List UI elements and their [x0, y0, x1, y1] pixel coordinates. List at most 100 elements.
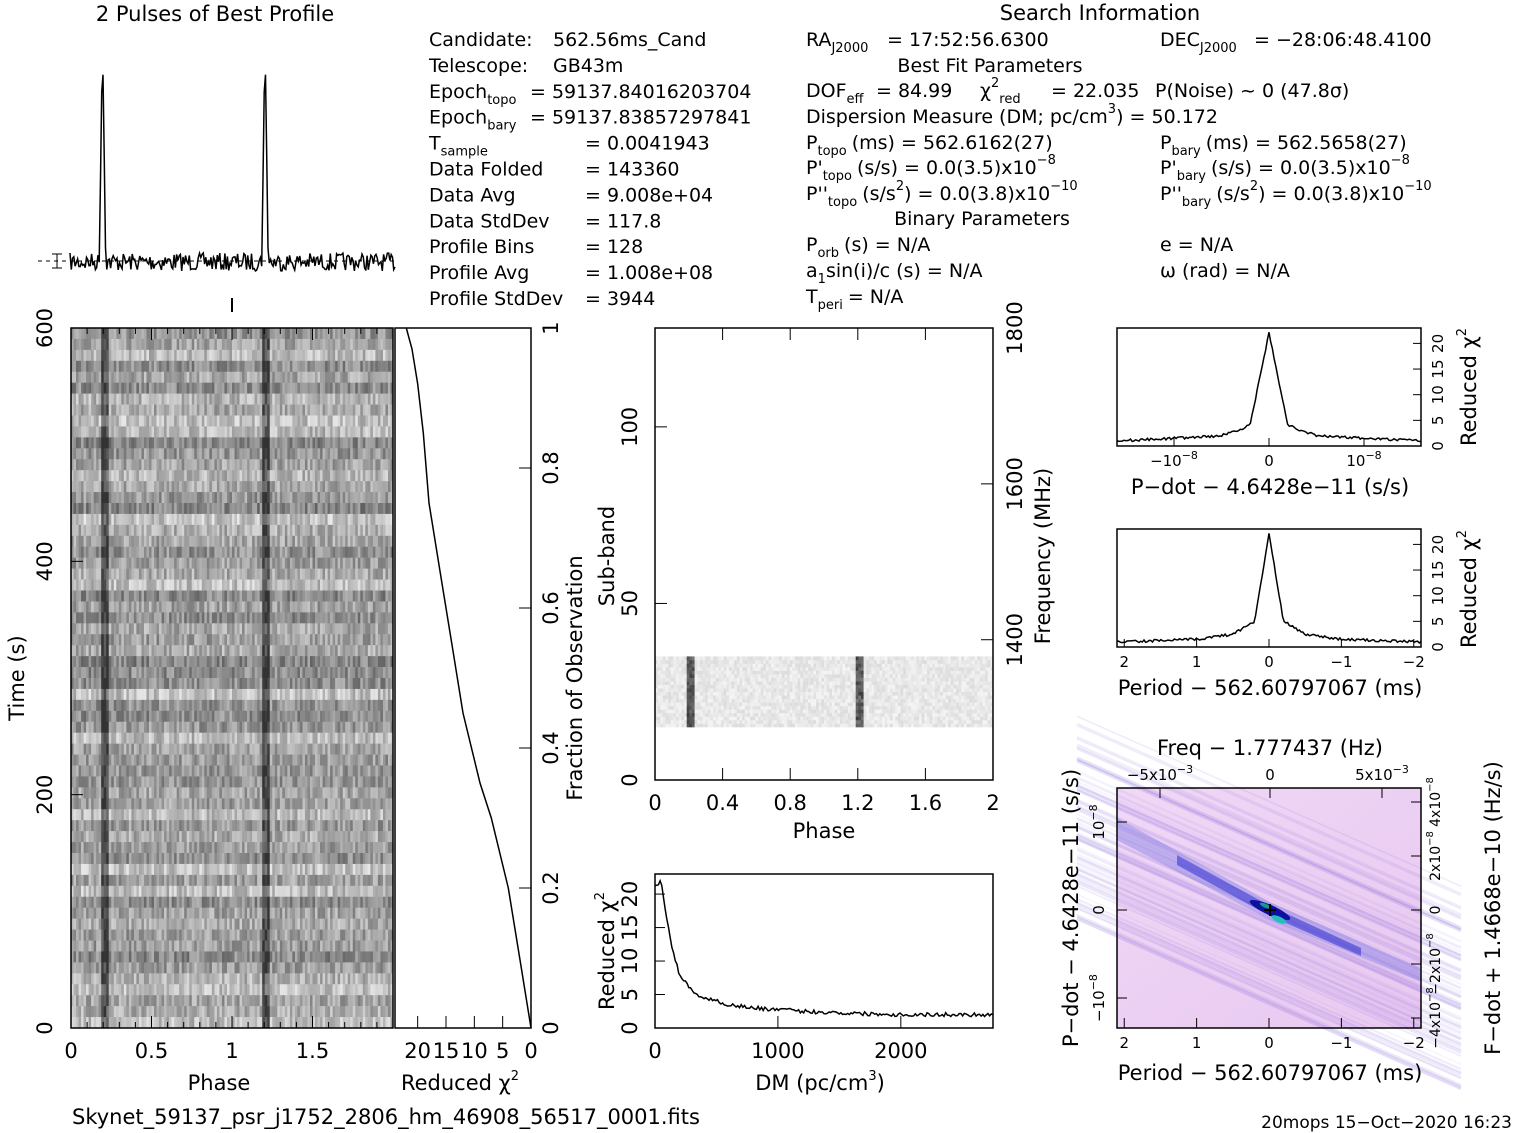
tick-label: 2 [1119, 1034, 1129, 1052]
search-info: Search Information RAJ2000 = 17:52:56.63… [805, 1, 1432, 313]
ra-label: RAJ2000 [806, 29, 868, 56]
pdot-chi2-frame [1117, 328, 1421, 446]
tperi: Tperi = N/A [805, 286, 903, 313]
tick-label: 20 [618, 881, 642, 908]
dof-value: = 84.99 [876, 80, 952, 102]
info-label: Epochtopo [429, 81, 516, 108]
tick-label: 2 [1119, 653, 1129, 671]
pbary: Pbary (ms) = 562.5658(27) [1160, 132, 1407, 159]
subband-ylabel: Sub-band [595, 506, 619, 606]
tick-label: 0.6 [539, 591, 563, 624]
time-phase-xlabel: Phase [188, 1071, 251, 1095]
pdot-chi2-ylabel: Reduced χ2 [1455, 328, 1481, 446]
tick-label: 0 [539, 1021, 563, 1034]
pdot-chi2-curve [1117, 332, 1421, 442]
tick-label: 0.8 [539, 451, 563, 484]
tick-label: 1.5 [296, 1039, 329, 1063]
info-value: = 1.008e+08 [585, 262, 713, 284]
info-value: 562.56ms_Cand [553, 29, 706, 51]
tick-label: 0.4 [539, 731, 563, 764]
tick-label: 0 [524, 1039, 537, 1063]
tick-label: 20 [1429, 334, 1447, 353]
info-value: = 128 [585, 236, 643, 258]
tick-label: 0.8 [773, 791, 806, 815]
tick-label: 10−8 [1346, 449, 1381, 470]
tick-label: 4x10−8 [1425, 777, 1444, 827]
tick-label: 0 [1264, 1034, 1274, 1052]
asini: a1sin(i)/c (s) = N/A [806, 260, 982, 287]
prepfold-plot: 2 Pulses of Best Profile Candidate: 562.5… [0, 0, 1517, 1133]
tick-label: 5 [496, 1039, 509, 1063]
tick-label: 10 [461, 1039, 488, 1063]
tick-label: 2 [986, 791, 999, 815]
tick-label: 0 [1429, 642, 1447, 652]
tick-label: −1 [1330, 1034, 1352, 1052]
period-chi2-curve [1117, 533, 1421, 643]
tick-label: 5 [618, 988, 642, 1001]
info-value: GB43m [553, 55, 623, 77]
eccentricity: e = N/A [1160, 234, 1233, 256]
tick-label: 0 [33, 1021, 57, 1034]
pnoise: P(Noise) ~ 0 (47.8σ) [1155, 80, 1349, 102]
tick-label: 400 [33, 541, 57, 581]
info-label: Tsample [428, 133, 488, 160]
tick-label: 2x10−8 [1425, 831, 1444, 881]
tick-label: 0 [648, 1039, 661, 1063]
dec-value: = −28:06:48.4100 [1254, 29, 1432, 51]
profile-plot [38, 75, 395, 271]
info-value: = 3944 [585, 288, 655, 310]
tick-label: 1800 [1003, 301, 1027, 354]
info-label: Data StdDev [429, 210, 550, 232]
frequency-ylabel: Frequency (MHz) [1031, 468, 1055, 644]
profile-line [70, 75, 395, 271]
dm-curve [655, 881, 993, 1017]
tick-label: 1.6 [909, 791, 942, 815]
filename: Skynet_59137_psr_j1752_2806_hm_46908_565… [72, 1105, 700, 1130]
dof-label: DOFeff [806, 80, 865, 107]
tick-label: 1600 [1003, 457, 1027, 510]
chi2-label: χ2red [980, 76, 1021, 107]
ptopo: Ptopo (ms) = 562.6162(27) [806, 132, 1053, 159]
info-label: Profile Avg [429, 262, 529, 284]
info-label: Data Avg [429, 184, 516, 206]
time-phase-ylabel: Time (s) [5, 635, 29, 721]
chi2-fraction-xlabel: Reduced χ2 [401, 1069, 519, 1095]
ra-value: = 17:52:56.6300 [887, 29, 1049, 51]
timestamp: 20mops 15−Oct−2020 16:23 [1261, 1113, 1512, 1133]
ppdot-title: Freq − 1.777437 (Hz) [1157, 736, 1383, 760]
error-bar-icon [52, 254, 62, 268]
subband-heatmap [655, 656, 993, 727]
omega: ω (rad) = N/A [1160, 260, 1290, 282]
info-value: = 0.0041943 [585, 133, 710, 155]
binary-title: Binary Parameters [894, 208, 1070, 230]
pdot-chi2-xlabel: P−dot − 4.6428e−11 (s/s) [1131, 475, 1409, 499]
dec-label: DECJ2000 [1160, 29, 1237, 56]
time-phase-heatmap [71, 328, 393, 1028]
tick-label: 100 [618, 407, 642, 447]
tick-label: 1.2 [841, 791, 874, 815]
chi2-fraction-ylabel: Fraction of Observation [563, 555, 587, 800]
tick-label: −5x10−3 [1127, 763, 1193, 784]
tick-label: 15 [1429, 359, 1447, 378]
period-chi2-plot: Period − 562.60797067 (ms) Reduced χ2 [1117, 529, 1481, 700]
period-chi2-frame [1117, 529, 1421, 647]
dm-ylabel: Reduced χ2 [593, 892, 619, 1010]
tick-label: 15 [433, 1039, 460, 1063]
tick-label: 10 [1429, 586, 1447, 605]
profile-title: 2 Pulses of Best Profile [96, 2, 334, 26]
tick-label: 15 [618, 914, 642, 941]
tick-label: 1000 [751, 1039, 804, 1063]
tick-label: −1 [1330, 653, 1352, 671]
info-value: = 143360 [585, 159, 680, 181]
tick-label: 0.4 [706, 791, 739, 815]
info-label: Telescope: [428, 55, 528, 77]
subband-xlabel: Phase [793, 819, 856, 843]
tick-label: −10−8 [1087, 974, 1108, 1022]
tick-label: 5 [1429, 617, 1447, 627]
chi2-value: = 22.035 [1051, 80, 1139, 102]
info-label: Data Folded [429, 159, 543, 181]
tick-label: −2 [1403, 1034, 1425, 1052]
tick-label: 0.5 [135, 1039, 168, 1063]
info-label: Epochbary [429, 107, 517, 134]
